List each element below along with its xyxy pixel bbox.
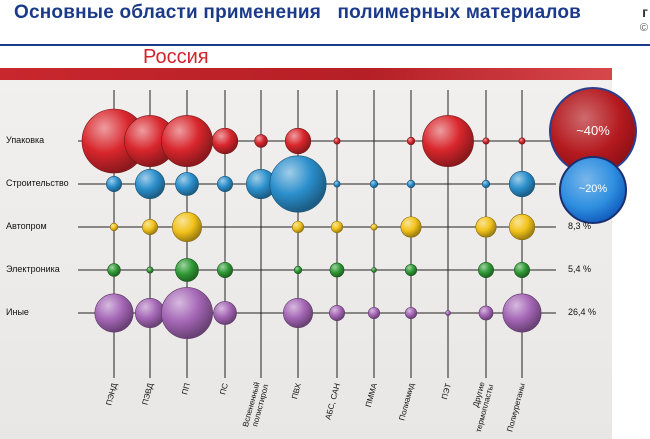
bubble — [333, 137, 341, 145]
corner-mark: г — [642, 4, 648, 20]
row-label: Электроника — [6, 264, 60, 274]
bubble — [107, 263, 121, 277]
bubble — [293, 265, 303, 275]
bubble — [175, 258, 199, 282]
bubble — [369, 179, 379, 189]
bubble — [478, 305, 494, 321]
category-label: Вспененныйполистирол — [241, 381, 270, 430]
bubble — [406, 179, 416, 189]
bubble — [161, 115, 213, 167]
bubble — [475, 216, 497, 238]
corner-mark-secondary: © — [639, 22, 648, 34]
bubble — [367, 306, 381, 320]
bubble — [284, 127, 312, 155]
bubble — [508, 213, 536, 241]
share-label: 26,4 % — [568, 307, 597, 317]
category-label: ПВХ — [290, 382, 303, 400]
bubble — [502, 293, 542, 333]
bubble — [171, 211, 203, 243]
category-label: ПЭТ — [440, 382, 453, 400]
bubble — [142, 219, 158, 235]
share-label: ~20% — [578, 183, 608, 195]
row-label: Иные — [6, 307, 29, 317]
bubble — [217, 262, 233, 278]
panel-top-bar — [0, 68, 612, 80]
bubble — [404, 306, 418, 320]
bubble — [445, 310, 451, 316]
bubble — [478, 262, 494, 278]
row-label: Упаковка — [6, 135, 45, 145]
category-label: ПЭНД — [104, 382, 119, 407]
bubble — [508, 170, 536, 198]
bubble — [134, 297, 166, 329]
bubble — [217, 176, 233, 192]
bubble — [94, 293, 134, 333]
bubble — [406, 136, 416, 146]
bubble — [333, 180, 341, 188]
bubble — [329, 305, 345, 321]
share-label: 5,4 % — [568, 264, 592, 274]
share-label: 8,3 % — [568, 221, 592, 231]
category-label: Другиетермопласты — [465, 381, 495, 434]
category-label: Полиамид — [397, 382, 416, 422]
bubble — [134, 168, 166, 200]
share-label: ~40% — [576, 123, 610, 138]
bubble — [370, 223, 378, 231]
bubble — [329, 262, 345, 278]
bubble — [481, 179, 491, 189]
category-label: ПММА — [364, 382, 379, 409]
bubble — [291, 220, 305, 234]
category-label: ПП — [180, 382, 192, 396]
bubble — [518, 137, 526, 145]
bubble — [269, 155, 327, 213]
category-label: Полиуретаны — [505, 382, 527, 433]
bubble — [146, 266, 154, 274]
bubble — [213, 301, 237, 325]
bubble — [161, 287, 213, 339]
row-label: Строительство — [6, 178, 69, 188]
row-label: Автопром — [6, 221, 47, 231]
bubble — [106, 176, 122, 192]
bubble — [404, 263, 418, 277]
category-label: ПС — [218, 382, 230, 396]
bubble — [282, 297, 314, 329]
bubble — [254, 134, 268, 148]
page-title: Основные области применения полимерных м… — [14, 2, 582, 23]
bubble — [330, 220, 344, 234]
header-divider — [0, 44, 650, 46]
category-label: АБС, САН — [324, 382, 342, 421]
bubble — [175, 172, 199, 196]
bubble — [211, 127, 239, 155]
bubble — [422, 115, 474, 167]
bubble — [371, 267, 377, 273]
region-title: Россия — [143, 46, 209, 68]
bubble — [400, 216, 422, 238]
bubble — [482, 137, 490, 145]
category-label: ПЭВД — [141, 382, 156, 406]
bubble — [109, 222, 119, 232]
share-bubble — [559, 156, 627, 224]
bubble — [514, 262, 530, 278]
